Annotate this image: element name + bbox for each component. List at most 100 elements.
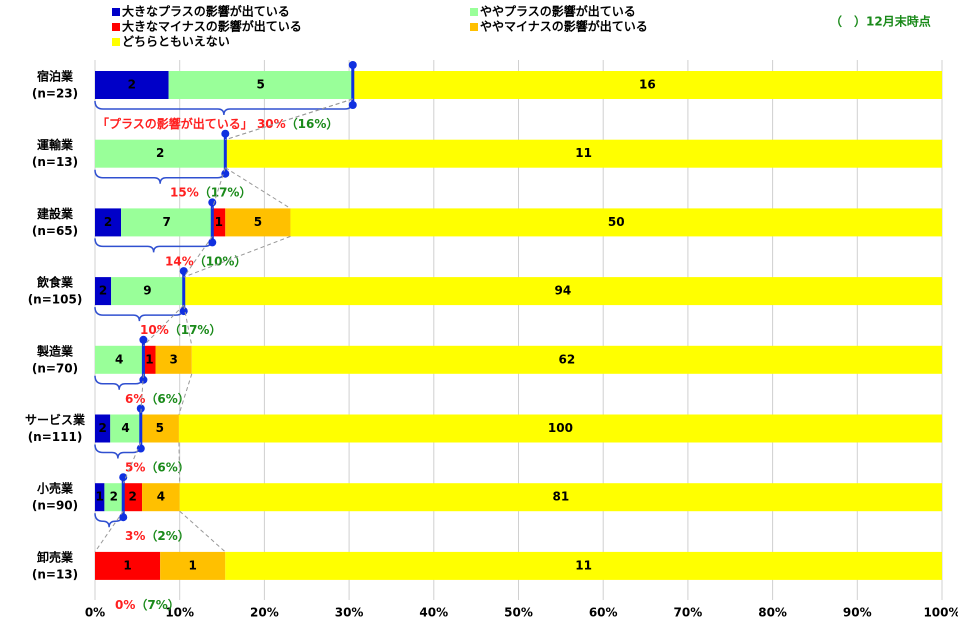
data-label: 5 — [254, 215, 262, 229]
bar-segment — [95, 345, 144, 374]
annotation-share: 6% — [125, 391, 145, 405]
bar-segment — [212, 208, 226, 237]
connector — [122, 442, 142, 484]
category-count: (n=13) — [32, 567, 78, 581]
legend-label: どちらともいえない — [122, 35, 230, 49]
connector — [143, 304, 185, 347]
x-tick-label: 10% — [165, 606, 194, 620]
data-label: 3 — [169, 352, 177, 366]
data-label: 5 — [257, 78, 265, 92]
brace — [94, 307, 185, 322]
x-tick-label: 100% — [923, 606, 958, 620]
bar-segment — [95, 551, 161, 580]
data-label: 1 — [145, 352, 153, 366]
note: （ ）12月末時点 — [830, 14, 931, 29]
x-tick-label: 40% — [419, 606, 448, 620]
connector — [211, 167, 226, 209]
plus-marker-dot — [348, 61, 357, 69]
annotation-previous: （2%） — [145, 528, 189, 543]
legend-swatch — [112, 23, 120, 31]
connector — [183, 235, 291, 278]
data-label: 2 — [128, 78, 136, 92]
plus-marker-dot — [208, 238, 217, 247]
category-count: (n=111) — [28, 430, 83, 444]
data-label: 50 — [608, 215, 625, 229]
bar-segment — [140, 414, 179, 443]
bar-segment — [95, 208, 122, 237]
x-tick-label: 0% — [85, 606, 105, 620]
annotation-share: 15% — [170, 185, 199, 199]
data-label: 1 — [123, 558, 131, 572]
data-label: 4 — [115, 352, 123, 366]
plus-marker-dot — [179, 267, 188, 276]
category-count: (n=13) — [32, 155, 78, 169]
bar-segment — [178, 414, 942, 443]
annotation: 「プラスの影響が出ている」 30%（16%） — [97, 116, 338, 131]
connector — [225, 98, 353, 141]
data-label: 94 — [555, 284, 572, 298]
bar-segment — [191, 345, 943, 374]
connector — [178, 373, 193, 415]
annotation-share: 14% — [165, 254, 194, 268]
x-tick-label: 80% — [758, 606, 787, 620]
category-label: 宿泊業 — [37, 69, 74, 84]
category-count: (n=23) — [32, 87, 78, 101]
bar-segment — [95, 483, 105, 512]
category-label: 飲食業 — [36, 275, 74, 290]
annotation: 15%（17%） — [170, 184, 251, 199]
legend-label: 大きなマイナスの影響が出ている — [122, 19, 302, 34]
data-label: 100 — [548, 421, 573, 435]
plus-marker-dot — [136, 404, 145, 413]
bar-segment — [225, 139, 943, 168]
plus-marker-dot — [348, 101, 357, 109]
bar-segment — [179, 483, 942, 512]
category-count: (n=90) — [32, 499, 78, 513]
bar-segment — [225, 208, 291, 237]
plus-marker-dot — [221, 169, 230, 178]
category-label: サービス業 — [25, 412, 86, 427]
bar-segment — [95, 414, 111, 443]
bar-segment — [183, 277, 942, 306]
bar-segment — [352, 71, 943, 99]
annotation-previous: （6%） — [145, 459, 189, 474]
x-tick-label: 30% — [335, 606, 364, 620]
legend-label: 大きなプラスの影響が出ている — [122, 4, 290, 19]
legend-swatch — [470, 23, 478, 31]
bar-segment — [95, 139, 226, 168]
legend-label: ややプラスの影響が出ている — [480, 4, 636, 19]
x-tick-label: 50% — [504, 606, 533, 620]
data-label: 5 — [156, 421, 164, 435]
bar-segment — [121, 208, 213, 237]
annotation-share: 0% — [115, 597, 135, 611]
plus-marker-dot — [221, 129, 230, 138]
category-label: 製造業 — [36, 343, 74, 358]
bar-segment — [225, 551, 943, 580]
data-label: 1 — [215, 215, 223, 229]
connector — [225, 167, 291, 209]
plus-marker-dot — [136, 444, 145, 453]
legend-swatch — [470, 8, 478, 16]
category-count: (n=105) — [28, 293, 83, 307]
annotation-previous: （17%） — [169, 322, 222, 337]
bar-segment — [143, 345, 156, 374]
data-label: 9 — [143, 284, 151, 298]
category-count: (n=65) — [32, 224, 78, 238]
brace — [94, 444, 142, 459]
annotation-previous: （7%） — [135, 596, 179, 611]
bar-segment — [160, 551, 226, 580]
legend-swatch — [112, 38, 120, 46]
bar-segment — [290, 208, 942, 237]
bar-segment — [95, 277, 112, 306]
brace — [94, 100, 354, 116]
bar-segment — [104, 483, 124, 512]
data-label: 2 — [104, 215, 112, 229]
data-label: 1 — [96, 490, 104, 504]
bar-segment — [111, 277, 184, 306]
annotation: 0%（7%） — [115, 596, 180, 611]
bar-segment — [110, 414, 141, 443]
annotation: 14%（10%） — [165, 253, 246, 268]
category-label: 運輸業 — [37, 137, 74, 152]
plus-marker-dot — [139, 335, 148, 344]
data-label: 11 — [575, 146, 592, 160]
data-label: 16 — [639, 78, 656, 92]
